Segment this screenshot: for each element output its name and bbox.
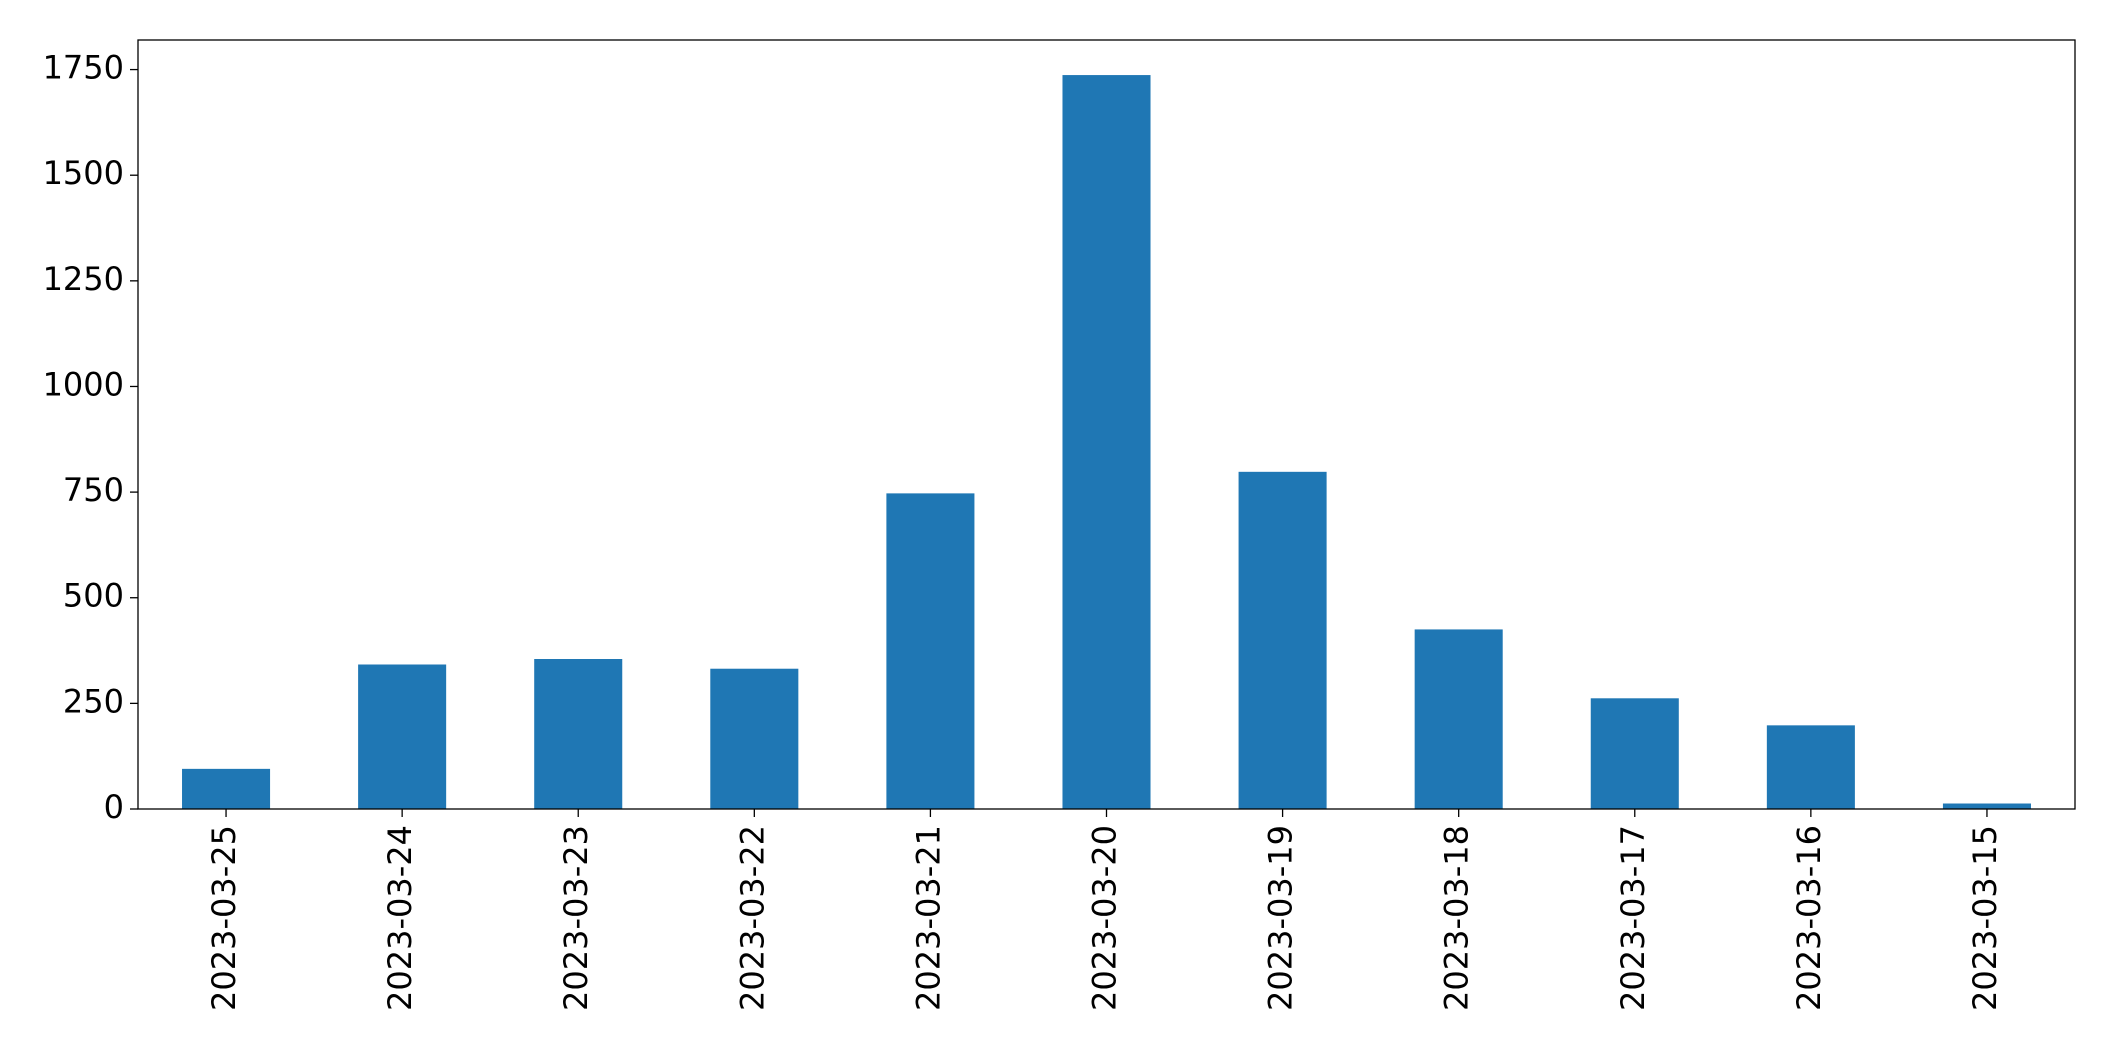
y-tick-label: 500 [63,577,124,615]
y-tick-label: 1250 [43,260,124,298]
bar [358,664,447,809]
bar [886,493,975,809]
bar [1942,803,2031,809]
x-tick-label: 2023-03-21 [909,825,947,1011]
x-tick-label: 2023-03-22 [733,825,771,1011]
y-tick-label: 0 [104,788,124,826]
bar [1766,725,1855,809]
bar [534,659,623,809]
x-tick-label: 2023-03-25 [205,825,243,1011]
bar [1414,629,1503,809]
plot-frame [137,39,2076,810]
y-tick-label: 1500 [43,154,124,192]
bar [1062,75,1151,810]
x-tick-label: 2023-03-15 [1966,825,2004,1011]
bar [1590,698,1679,809]
x-tick-label: 2023-03-23 [557,825,595,1011]
y-tick-label: 1000 [43,365,124,403]
x-tick-label: 2023-03-20 [1086,825,1124,1011]
x-tick-label: 2023-03-24 [381,825,419,1011]
bar [710,668,799,809]
x-tick-label: 2023-03-17 [1614,825,1652,1011]
bar [182,768,271,809]
x-tick-label: 2023-03-18 [1438,825,1476,1011]
y-tick-label: 1750 [43,49,124,87]
x-tick-label: 2023-03-16 [1790,825,1828,1011]
x-tick-label: 2023-03-19 [1262,825,1300,1011]
y-tick-label: 750 [63,471,124,509]
bar [1238,471,1327,809]
y-tick-label: 250 [63,682,124,720]
